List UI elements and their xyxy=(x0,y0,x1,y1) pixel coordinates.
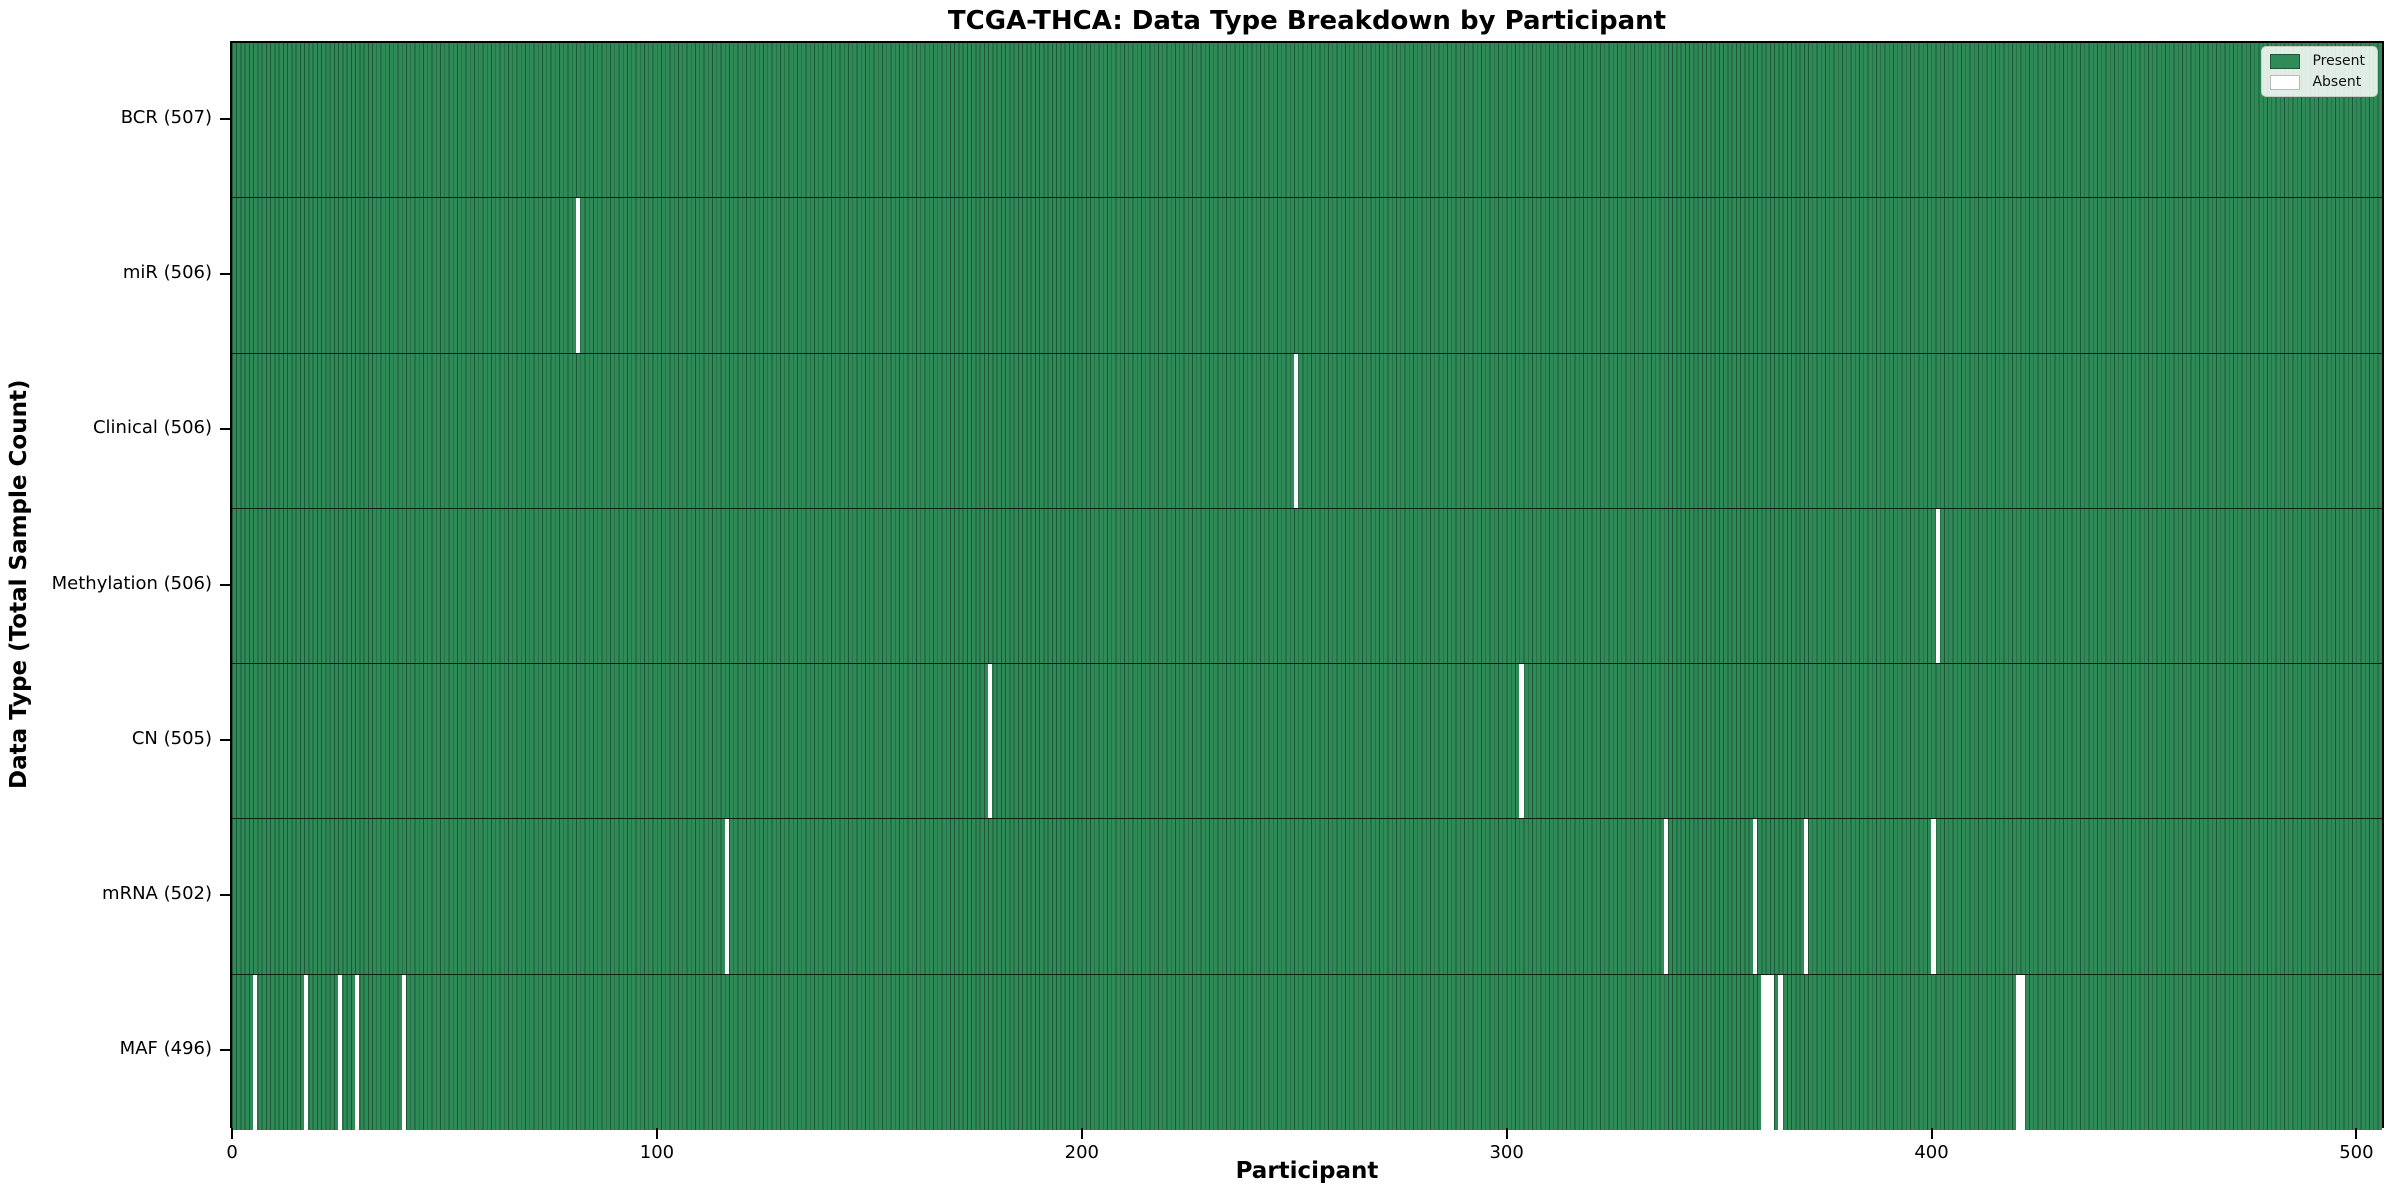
x-tick-label-400: 400 xyxy=(1914,1142,1949,1163)
legend-label-absent: Absent xyxy=(2312,74,2362,90)
y-tick-label-Methylation: Methylation (506) xyxy=(51,572,212,594)
absent-gap-MAF-17 xyxy=(304,974,309,1130)
x-tick-label-300: 300 xyxy=(1489,1142,1524,1163)
y-tick-label-Clinical: Clinical (506) xyxy=(92,417,212,439)
heatmap-row-BCR xyxy=(232,43,2382,199)
x-axis-label: Participant xyxy=(1235,1158,1379,1184)
absent-gap-CN-178 xyxy=(988,664,993,819)
legend-item-absent: Absent xyxy=(2270,74,2365,90)
absent-gap-MAF-362 xyxy=(1769,974,1775,1130)
heatmap-row-MAF xyxy=(232,974,2382,1130)
absent-gap-MAF-29 xyxy=(355,974,360,1130)
absent-gap-mRNA-116 xyxy=(724,819,730,974)
y-tick-mark xyxy=(220,428,230,431)
plot-area xyxy=(230,41,2384,1130)
absent-gap-Methylation-401 xyxy=(1935,508,1940,664)
x-tick-mark xyxy=(655,1128,658,1139)
chart-title: TCGA-THCA: Data Type Breakdown by Partic… xyxy=(947,6,1667,36)
x-tick-label-200: 200 xyxy=(1064,1142,1099,1163)
y-tick-label-MAF: MAF (496) xyxy=(119,1038,212,1060)
x-tick-label-500: 500 xyxy=(2339,1142,2374,1163)
absent-gap-MAF-420 xyxy=(2016,974,2021,1130)
y-tick-label-mRNA: mRNA (502) xyxy=(102,883,212,905)
absent-gap-miR-81 xyxy=(576,198,581,353)
legend-item-present: Present xyxy=(2270,53,2365,69)
legend-label-present: Present xyxy=(2312,53,2365,69)
y-tick-label-CN: CN (505) xyxy=(131,727,212,749)
x-tick-mark xyxy=(2355,1128,2358,1139)
absent-gap-MAF-5 xyxy=(253,974,258,1130)
x-tick-label-100: 100 xyxy=(639,1142,675,1163)
y-tick-label-miR: miR (506) xyxy=(122,261,212,283)
heatmap-row-Clinical xyxy=(232,353,2382,509)
absent-gap-CN-303 xyxy=(1519,664,1524,819)
absent-gap-mRNA-400 xyxy=(1931,819,1936,974)
legend-swatch-present xyxy=(2270,53,2301,69)
y-tick-mark xyxy=(220,894,230,897)
absent-gap-mRNA-337 xyxy=(1663,819,1668,974)
y-tick-mark xyxy=(220,117,230,120)
y-tick-mark xyxy=(220,583,230,586)
absent-gap-MAF-360 xyxy=(1761,974,1766,1130)
absent-gap-mRNA-370 xyxy=(1803,819,1809,974)
x-tick-mark xyxy=(1505,1128,1508,1139)
absent-gap-MAF-361 xyxy=(1765,974,1770,1130)
x-tick-mark xyxy=(1930,1128,1933,1139)
heatmap-row-miR xyxy=(232,198,2382,354)
legend: Present Absent xyxy=(2261,46,2378,97)
absent-gap-MAF-364 xyxy=(1778,974,1783,1130)
y-tick-label-BCR: BCR (507) xyxy=(120,106,212,128)
heatmap-row-Methylation xyxy=(232,508,2382,665)
x-tick-label-0: 0 xyxy=(226,1142,238,1163)
y-tick-mark xyxy=(220,1049,230,1052)
absent-gap-MAF-40 xyxy=(401,974,407,1130)
heatmap-row-mRNA xyxy=(232,819,2382,975)
x-tick-mark xyxy=(231,1128,234,1139)
absent-gap-MAF-421 xyxy=(2020,974,2025,1130)
y-tick-mark xyxy=(220,272,230,275)
heatmap-row-CN xyxy=(232,664,2382,820)
x-tick-mark xyxy=(1080,1128,1083,1139)
legend-swatch-absent xyxy=(2270,74,2301,90)
absent-gap-Clinical-250 xyxy=(1294,353,1299,508)
absent-gap-MAF-25 xyxy=(338,974,343,1130)
absent-gap-mRNA-358 xyxy=(1752,819,1758,974)
y-tick-mark xyxy=(220,738,230,741)
